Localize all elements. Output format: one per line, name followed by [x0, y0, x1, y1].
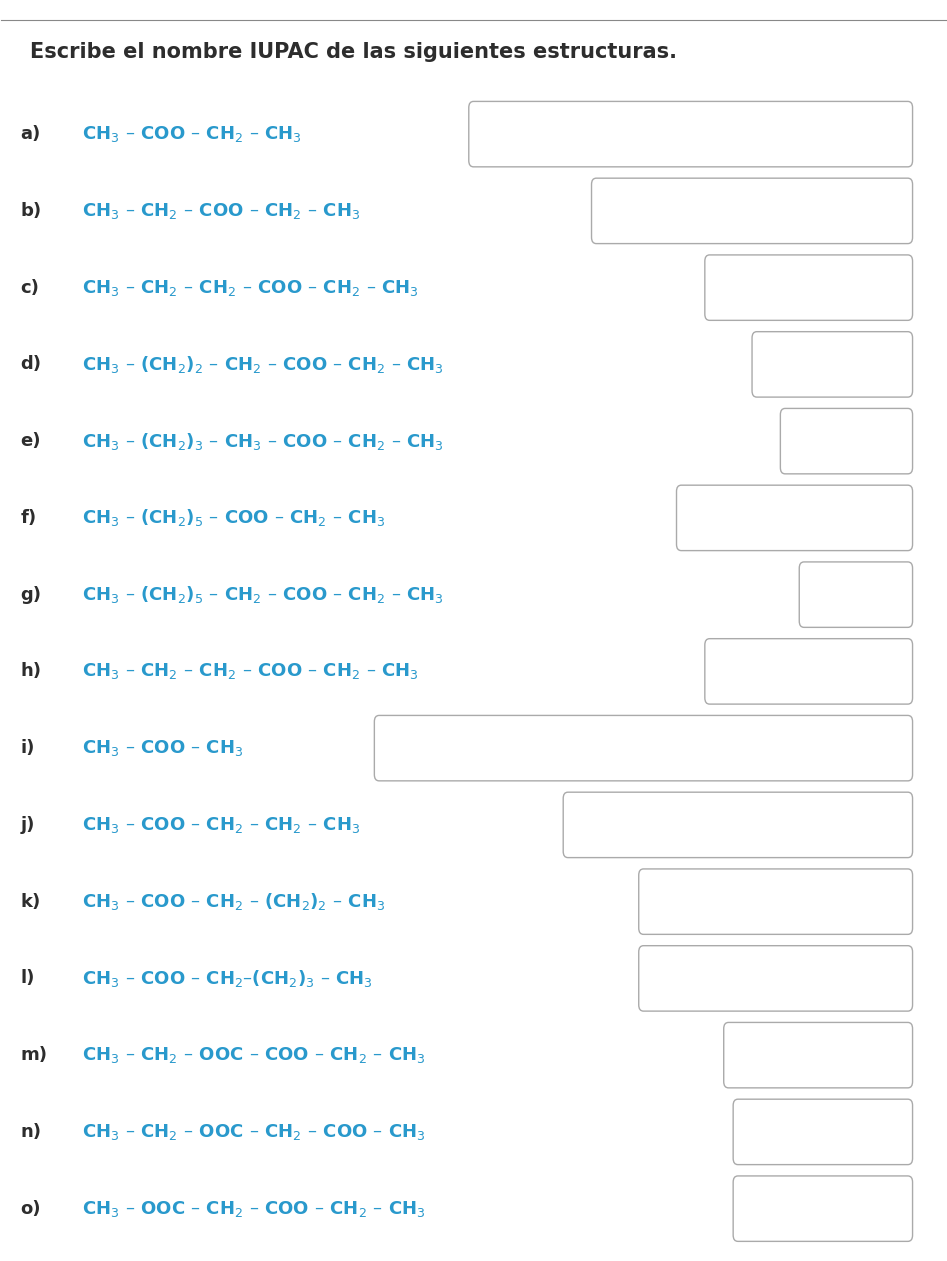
Text: CH$_3$ – CH$_2$ – COO – CH$_2$ – CH$_3$: CH$_3$ – CH$_2$ – COO – CH$_2$ – CH$_3$ — [81, 200, 360, 221]
FancyBboxPatch shape — [563, 792, 913, 857]
FancyBboxPatch shape — [724, 1023, 913, 1088]
Text: CH$_3$ – CH$_2$ – CH$_2$ – COO – CH$_2$ – CH$_3$: CH$_3$ – CH$_2$ – CH$_2$ – COO – CH$_2$ … — [81, 277, 419, 298]
Text: CH$_3$ – COO – CH$_2$ – CH$_3$: CH$_3$ – COO – CH$_2$ – CH$_3$ — [81, 124, 301, 144]
Text: CH$_3$ – CH$_2$ – OOC – CH$_2$ – COO – CH$_3$: CH$_3$ – CH$_2$ – OOC – CH$_2$ – COO – C… — [81, 1122, 425, 1142]
FancyBboxPatch shape — [705, 638, 913, 704]
Text: CH$_3$ – (CH$_2$)$_5$ – COO – CH$_2$ – CH$_3$: CH$_3$ – (CH$_2$)$_5$ – COO – CH$_2$ – C… — [81, 507, 385, 528]
Text: CH$_3$ – CH$_2$ – CH$_2$ – COO – CH$_2$ – CH$_3$: CH$_3$ – CH$_2$ – CH$_2$ – COO – CH$_2$ … — [81, 661, 419, 681]
FancyBboxPatch shape — [592, 178, 913, 243]
Text: CH$_3$ – COO – CH$_2$ – (CH$_2$)$_2$ – CH$_3$: CH$_3$ – COO – CH$_2$ – (CH$_2$)$_2$ – C… — [81, 892, 385, 912]
Text: g): g) — [20, 585, 42, 604]
Text: CH$_3$ – COO – CH$_2$ – CH$_2$ – CH$_3$: CH$_3$ – COO – CH$_2$ – CH$_2$ – CH$_3$ — [81, 815, 360, 835]
Text: h): h) — [20, 662, 42, 681]
Text: k): k) — [20, 893, 41, 910]
Text: a): a) — [20, 125, 41, 144]
Text: d): d) — [20, 356, 42, 373]
Text: i): i) — [20, 739, 35, 757]
Text: o): o) — [20, 1199, 41, 1218]
FancyBboxPatch shape — [733, 1177, 913, 1241]
FancyBboxPatch shape — [676, 485, 913, 551]
Text: j): j) — [20, 816, 35, 834]
FancyBboxPatch shape — [799, 562, 913, 628]
Text: CH$_3$ – COO – CH$_2$–(CH$_2$)$_3$ – CH$_3$: CH$_3$ – COO – CH$_2$–(CH$_2$)$_3$ – CH$… — [81, 968, 372, 989]
Text: f): f) — [20, 509, 36, 527]
Text: l): l) — [20, 970, 35, 987]
FancyBboxPatch shape — [705, 255, 913, 320]
Text: b): b) — [20, 202, 42, 219]
Text: n): n) — [20, 1122, 42, 1141]
Text: CH$_3$ – (CH$_2$)$_5$ – CH$_2$ – COO – CH$_2$ – CH$_3$: CH$_3$ – (CH$_2$)$_5$ – CH$_2$ – COO – C… — [81, 584, 443, 605]
Text: CH$_3$ – COO – CH$_3$: CH$_3$ – COO – CH$_3$ — [81, 738, 242, 758]
FancyBboxPatch shape — [469, 101, 913, 166]
Text: CH$_3$ – OOC – CH$_2$ – COO – CH$_2$ – CH$_3$: CH$_3$ – OOC – CH$_2$ – COO – CH$_2$ – C… — [81, 1199, 425, 1218]
FancyBboxPatch shape — [733, 1100, 913, 1165]
FancyBboxPatch shape — [780, 409, 913, 474]
Text: CH$_3$ – CH$_2$ – OOC – COO – CH$_2$ – CH$_3$: CH$_3$ – CH$_2$ – OOC – COO – CH$_2$ – C… — [81, 1045, 425, 1066]
Text: e): e) — [20, 433, 41, 450]
FancyBboxPatch shape — [638, 869, 913, 934]
FancyBboxPatch shape — [638, 946, 913, 1011]
Text: CH$_3$ – (CH$_2$)$_2$ – CH$_2$ – COO – CH$_2$ – CH$_3$: CH$_3$ – (CH$_2$)$_2$ – CH$_2$ – COO – C… — [81, 354, 443, 375]
Text: m): m) — [20, 1047, 47, 1064]
Text: CH$_3$ – (CH$_2$)$_3$ – CH$_3$ – COO – CH$_2$ – CH$_3$: CH$_3$ – (CH$_2$)$_3$ – CH$_3$ – COO – C… — [81, 431, 443, 451]
Text: Escribe el nombre IUPAC de las siguientes estructuras.: Escribe el nombre IUPAC de las siguiente… — [29, 42, 677, 62]
FancyBboxPatch shape — [752, 332, 913, 397]
FancyBboxPatch shape — [374, 715, 913, 781]
Text: c): c) — [20, 279, 39, 296]
